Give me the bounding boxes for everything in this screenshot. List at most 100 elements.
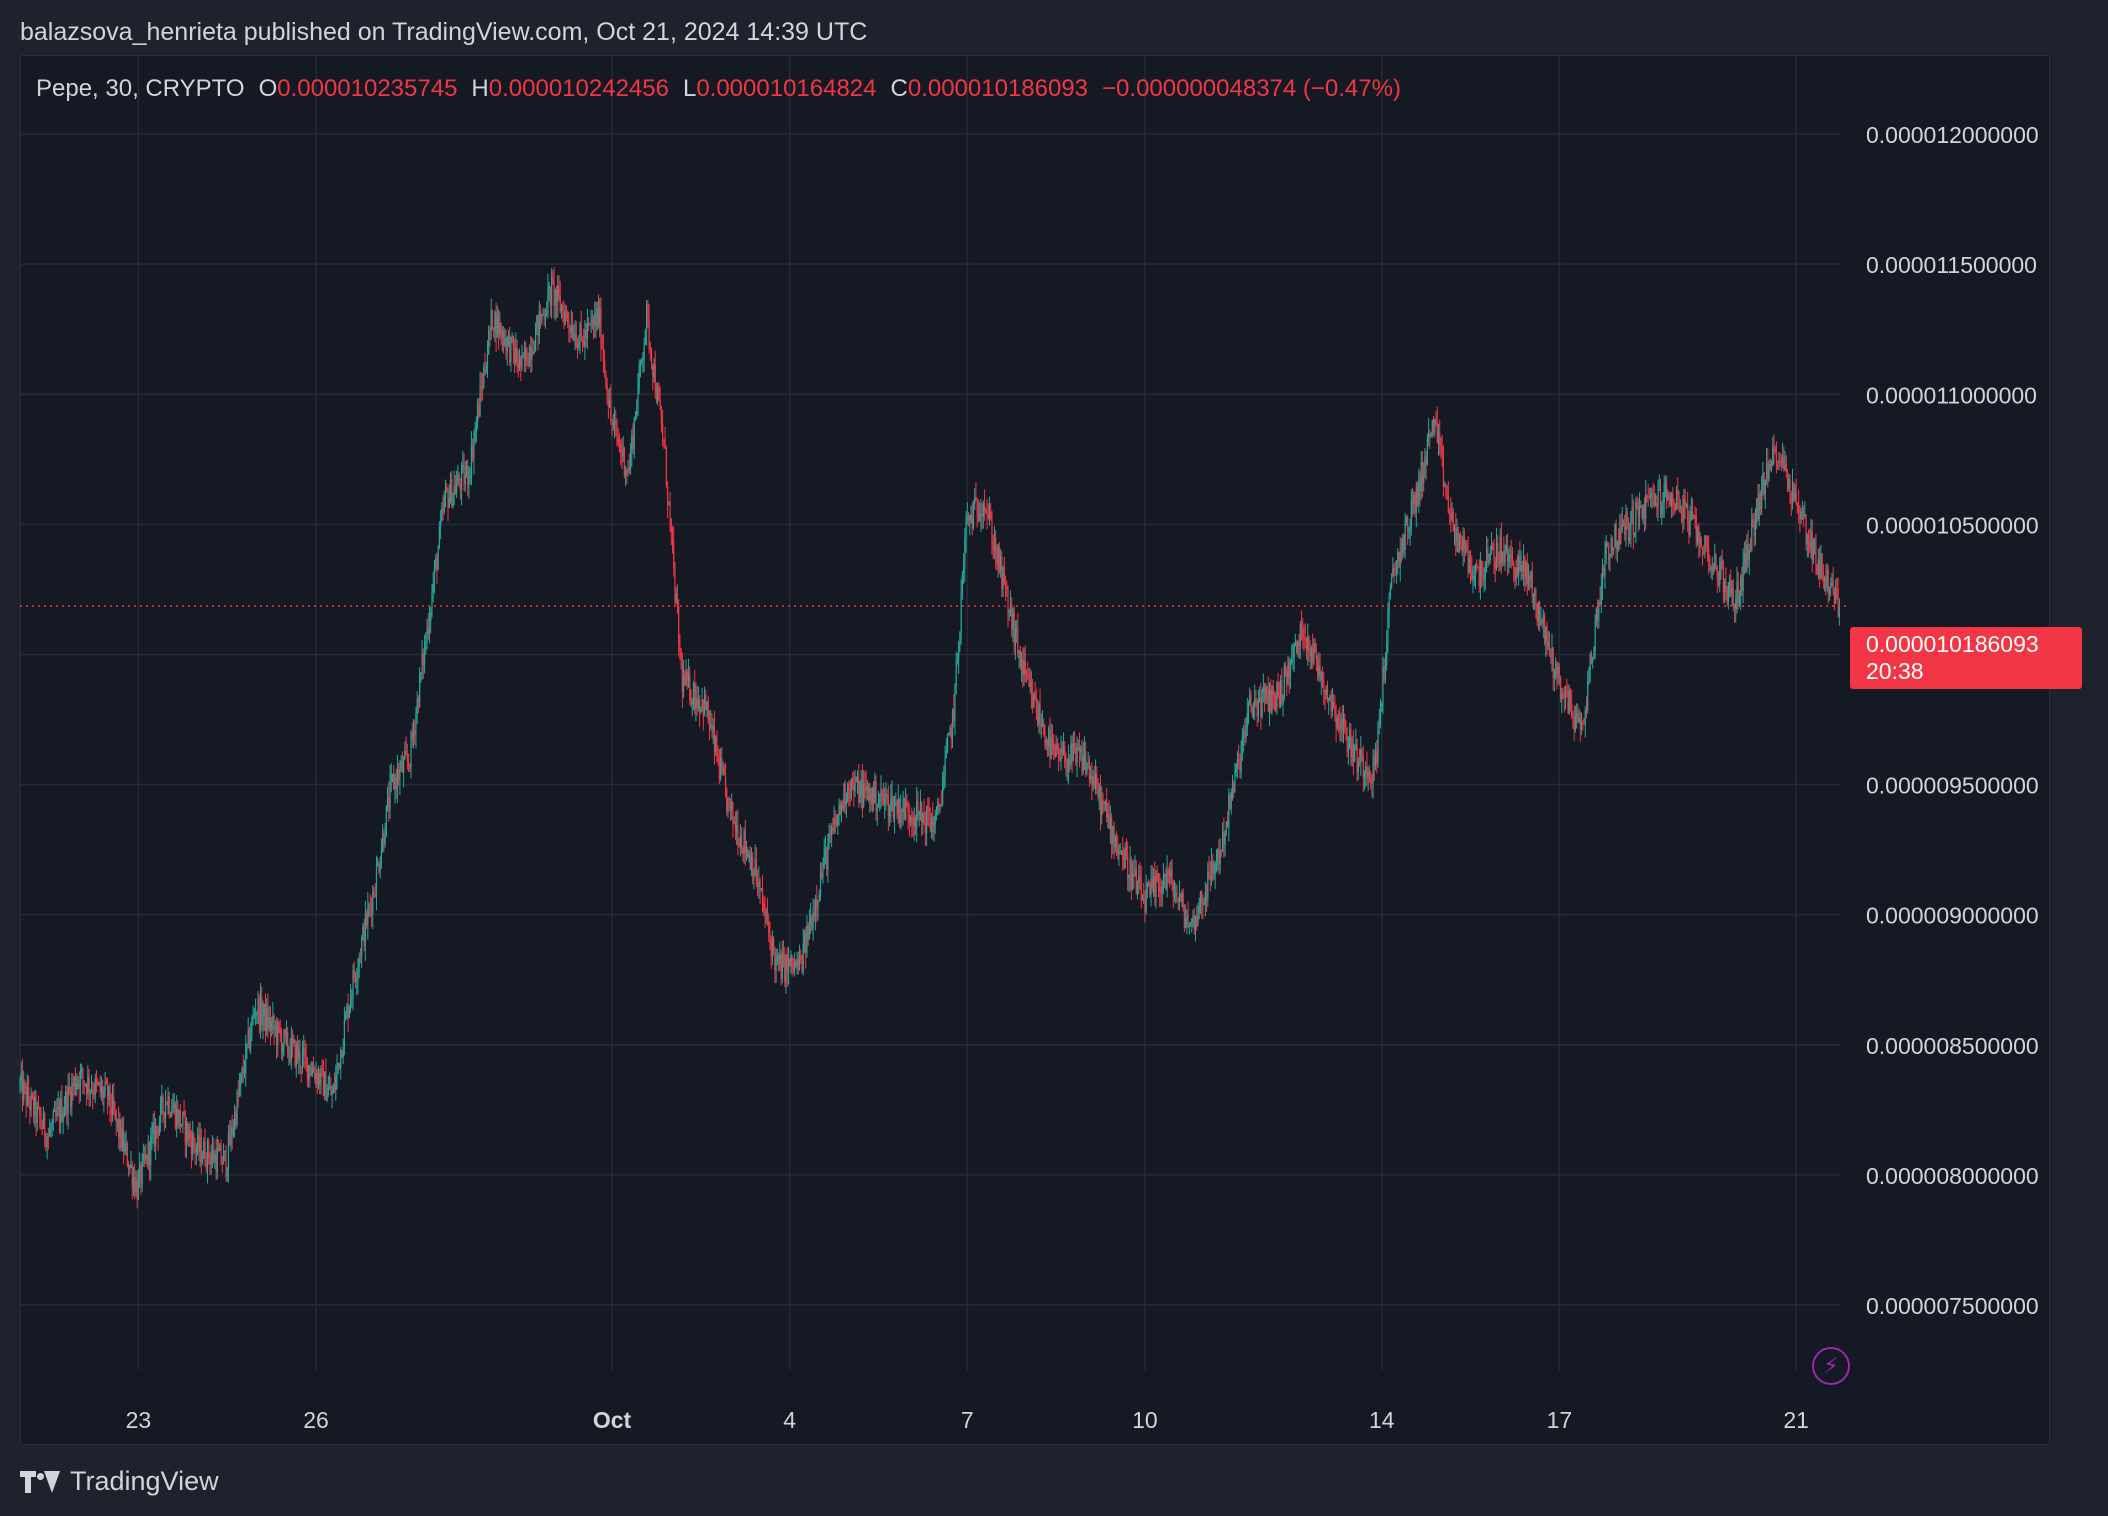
candle-body — [1689, 519, 1691, 536]
candle — [237, 1079, 239, 1108]
candle — [647, 299, 649, 329]
candle — [655, 382, 658, 404]
candle-body — [269, 1017, 271, 1031]
candle-body — [106, 1083, 109, 1100]
candle — [1547, 631, 1549, 651]
candle-body — [463, 464, 465, 485]
candle-body — [620, 443, 622, 453]
candle-body — [1810, 531, 1812, 550]
candle-body — [1298, 641, 1300, 647]
candle — [976, 497, 978, 528]
candle-body — [37, 1106, 40, 1108]
candle-body — [436, 558, 438, 571]
candle — [699, 694, 701, 728]
candle-body — [1371, 782, 1373, 784]
candle — [283, 1029, 285, 1057]
candle — [838, 798, 840, 826]
candle-body — [1492, 544, 1494, 549]
candle — [1104, 799, 1107, 812]
candle-body — [1075, 745, 1077, 763]
candle-body — [695, 697, 697, 709]
candle-body — [1836, 589, 1838, 591]
candle — [422, 648, 424, 679]
candle-body — [1738, 596, 1741, 603]
candle — [1457, 526, 1459, 554]
candle — [119, 1112, 121, 1152]
candle-body — [847, 784, 849, 801]
candle-body — [1814, 540, 1816, 542]
candle — [583, 328, 585, 348]
chart-pane[interactable] — [20, 55, 2050, 1445]
candle-body — [1229, 795, 1231, 809]
candle-body — [166, 1103, 168, 1105]
candle-body — [407, 760, 410, 764]
candle-body — [1782, 457, 1784, 464]
candle — [620, 439, 622, 466]
candle-body — [1733, 605, 1736, 609]
candle-body — [1335, 715, 1337, 728]
candle-body — [361, 938, 363, 958]
candle — [336, 1054, 338, 1090]
candle-body — [917, 800, 919, 816]
candle-body — [1374, 750, 1377, 766]
candle-body — [380, 850, 383, 865]
candle-body — [215, 1153, 217, 1173]
candle — [790, 950, 792, 974]
candle-body — [1284, 665, 1287, 671]
candle — [728, 796, 730, 812]
candle-body — [1354, 747, 1356, 762]
candle — [906, 794, 908, 808]
candle-body — [86, 1084, 88, 1094]
candle — [1609, 553, 1611, 572]
candle — [192, 1120, 194, 1161]
candle-body — [1473, 576, 1475, 580]
candle — [732, 801, 734, 838]
candle — [1061, 741, 1063, 759]
candle — [1025, 669, 1028, 683]
candle-body — [84, 1084, 86, 1086]
candle — [1556, 660, 1558, 690]
candle-body — [364, 912, 366, 947]
candle-body — [1194, 916, 1197, 930]
candle-body — [222, 1151, 225, 1165]
lightning-bolt-icon[interactable]: ⚡ — [1812, 1347, 1850, 1385]
candle-body — [1527, 576, 1530, 584]
candle-body — [1777, 461, 1779, 463]
candle-body — [333, 1085, 336, 1091]
candle — [1181, 889, 1183, 907]
candle — [1584, 706, 1586, 738]
candle-body — [400, 761, 402, 769]
candle — [1661, 500, 1663, 525]
candle — [1525, 560, 1527, 587]
candle — [780, 949, 782, 986]
candle — [726, 787, 728, 816]
candle — [1275, 692, 1277, 713]
candle — [1425, 451, 1427, 481]
candle-body — [179, 1109, 181, 1127]
candle-body — [1537, 601, 1539, 622]
candle-body — [1203, 903, 1205, 905]
candle-body — [1485, 548, 1488, 562]
candle-body — [1719, 564, 1721, 585]
candle-body — [945, 750, 947, 758]
candle — [24, 1079, 26, 1095]
candle-body — [611, 419, 613, 426]
candle — [412, 718, 415, 749]
candle — [1245, 716, 1247, 743]
candle — [1732, 579, 1734, 612]
candle — [78, 1071, 80, 1104]
candle-body — [805, 933, 807, 954]
candle — [1689, 505, 1691, 538]
candle — [950, 723, 952, 750]
candle-body — [1376, 750, 1378, 763]
tradingview-logo[interactable]: TradingView — [20, 1466, 219, 1497]
candle — [1526, 552, 1528, 596]
candle — [417, 695, 420, 714]
candle-body — [1365, 766, 1367, 774]
candle-body — [1416, 488, 1419, 504]
candle — [1271, 685, 1273, 715]
candle — [155, 1117, 157, 1161]
candle — [456, 470, 458, 499]
candle — [1013, 605, 1015, 655]
